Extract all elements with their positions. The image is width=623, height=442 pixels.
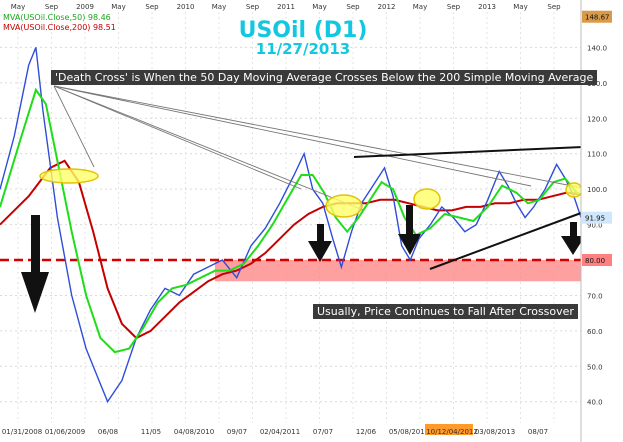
top-axis-label: 2012: [378, 3, 396, 11]
cross-ellipse-3: [413, 188, 441, 210]
price-label-box: [582, 211, 612, 224]
top-axis-label: Sep: [45, 3, 59, 11]
y-tick-label: 70.0: [587, 292, 603, 300]
bottom-axis-label: 01/31/2008: [2, 428, 42, 436]
y-tick-label: 120.0: [587, 115, 607, 123]
top-axis-label: May: [312, 3, 326, 11]
support-zone: [215, 260, 581, 282]
legend-ma50: MVA(USOil.Close,50) 98.46: [3, 13, 111, 22]
bottom-axis-label: 01/06/2009: [45, 428, 85, 436]
top-axis-label: 2011: [277, 3, 295, 11]
price-label-box: [582, 10, 612, 23]
bottom-axis-label: 11/05: [141, 428, 161, 436]
bottom-axis-label: 09/07: [227, 428, 247, 436]
y-tick-label: 110.0: [587, 151, 607, 159]
bottom-axis-label: 07/07: [313, 428, 333, 436]
y-tick-label: 100.0: [587, 186, 607, 194]
top-axis-band: [0, 0, 581, 12]
bottom-axis-label: 06/08: [98, 428, 118, 436]
bottom-annotation: Usually, Price Continues to Fall After C…: [313, 304, 578, 319]
current-date-highlight: [425, 424, 473, 435]
crossover-ellipses: [39, 168, 583, 218]
top-axis-label: Sep: [447, 3, 461, 11]
y-tick-label: 140.0: [587, 44, 607, 52]
trendlines: [353, 146, 584, 270]
trend-fan: [53, 85, 589, 211]
bottom-axis-label: 03/08/2013: [475, 428, 515, 436]
top-axis-label: 2010: [177, 3, 195, 11]
chart-subtitle: 11/27/2013: [255, 40, 351, 58]
bottom-time-axis: 01/31/2008 01/06/2009 06/08 11/05 04/08/2010…: [0, 423, 581, 442]
price-labels: 148.67 91.95 80.00: [582, 10, 612, 267]
chart-grid: [0, 12, 581, 423]
down-arrows: [21, 205, 585, 313]
y-tick-label: 60.0: [587, 328, 603, 336]
ma200-series: [0, 159, 582, 340]
top-axis-label: May: [413, 3, 427, 11]
cross-ellipse-2: [325, 194, 363, 218]
price-label-box: [582, 254, 612, 267]
y-tick-label: 90.0: [587, 222, 603, 230]
price-label-value: 91.95: [585, 215, 605, 223]
top-axis-label: Sep: [246, 3, 260, 11]
cross-ellipse-4: [565, 182, 583, 198]
y-tick-label: 50.0: [587, 363, 603, 371]
top-axis-label: 2009: [76, 3, 94, 11]
legend-ma200: MVA(USOil.Close,200) 98.51: [3, 23, 116, 32]
top-axis-label: May: [11, 3, 25, 11]
bottom-axis-label: 04/08/2010: [174, 428, 214, 436]
bottom-axis-label: 02/04/2011: [260, 428, 300, 436]
down-arrow-3: [398, 205, 421, 255]
top-axis-label: May: [513, 3, 527, 11]
top-axis-label: Sep: [145, 3, 159, 11]
top-axis-label: May: [212, 3, 226, 11]
down-arrow-4: [561, 222, 585, 255]
bottom-axis-label: 10/12/04/2012: [426, 428, 478, 436]
bottom-axis-label: 05/08/2012: [389, 428, 429, 436]
bottom-axis-label: 12/06: [356, 428, 377, 436]
ma50-series: [0, 87, 582, 354]
chart-title: USOil (D1): [238, 18, 368, 43]
top-time-axis: May Sep 2009 May Sep 2010 May Sep 2011 May Sep 2012…: [0, 0, 581, 12]
cross-ellipse-1: [39, 168, 99, 184]
top-annotation: 'Death Cross' is When the 50 Day Moving …: [51, 70, 598, 85]
down-arrow-2: [308, 224, 332, 262]
price-label-value: 148.67: [585, 14, 610, 22]
top-axis-label: 2013: [478, 3, 496, 11]
price-series: [0, 47, 582, 404]
down-arrow-1: [21, 215, 49, 313]
top-axis-label: May: [111, 3, 125, 11]
bottom-axis-label: 08/07: [528, 428, 548, 436]
y-tick-label: 40.0: [587, 399, 603, 407]
top-axis-label: Sep: [547, 3, 561, 11]
price-label-value: 80.00: [585, 257, 605, 265]
top-axis-label: Sep: [346, 3, 360, 11]
